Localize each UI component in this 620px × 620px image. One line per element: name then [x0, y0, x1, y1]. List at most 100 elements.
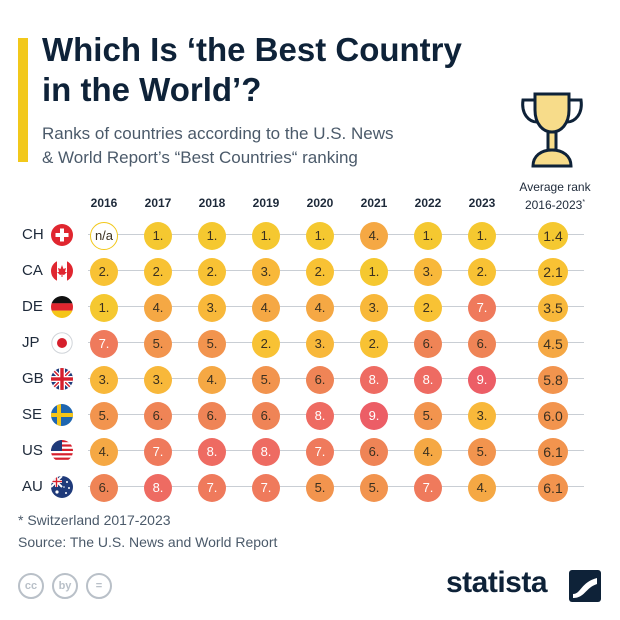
year-header-2023: 2023	[468, 196, 496, 210]
rank-dot-us-2018: 8.	[198, 438, 226, 466]
rank-dot-gb-2020: 6.	[306, 366, 334, 394]
rank-dot-se-2023: 3.	[468, 402, 496, 430]
united-kingdom-flag-icon	[51, 368, 73, 390]
rank-dot-se-2021: 9.	[360, 402, 388, 430]
chart-subtitle: Ranks of countries according to the U.S.…	[42, 122, 512, 170]
rank-dot-se-2019: 6.	[252, 402, 280, 430]
rank-dot-au-2017: 8.	[144, 474, 172, 502]
rank-dot-us-2023: 5.	[468, 438, 496, 466]
rank-dot-de-2023: 7.	[468, 294, 496, 322]
rank-dot-gb-2018: 4.	[198, 366, 226, 394]
rank-dot-jp-2019: 2.	[252, 330, 280, 358]
rank-dot-ca-2018: 2.	[198, 258, 226, 286]
row-guide-line	[88, 234, 584, 235]
rank-dot-ch-2022: 1.	[414, 222, 442, 250]
country-code: US	[22, 442, 43, 459]
rank-dot-au-2019: 7.	[252, 474, 280, 502]
row-guide-line	[88, 486, 584, 487]
germany-flag-icon	[51, 296, 73, 318]
rank-dot-de-2020: 4.	[306, 294, 334, 322]
rank-dot-au-2018: 7.	[198, 474, 226, 502]
average-rank-dot-gb: 5.8	[538, 366, 568, 394]
source-note: Source: The U.S. News and World Report	[18, 534, 278, 550]
rank-dot-ch-2023: 1.	[468, 222, 496, 250]
row-guide-line	[88, 342, 584, 343]
rank-dot-ca-2019: 3.	[252, 258, 280, 286]
rank-dot-se-2016: 5.	[90, 402, 118, 430]
country-row-se: SE 5. 6. 6. 6. 8. 9. 5. 3. 6.0	[0, 400, 620, 430]
country-code: JP	[22, 334, 40, 351]
rank-dot-gb-2021: 8.	[360, 366, 388, 394]
rank-dot-us-2017: 7.	[144, 438, 172, 466]
year-header-2016: 2016	[90, 196, 118, 210]
rank-dot-jp-2022: 6.	[414, 330, 442, 358]
country-row-au: AU 6. 8. 7. 7. 5. 5. 7. 4. 6.1	[0, 472, 620, 502]
subtitle-line-1: Ranks of countries according to the U.S.…	[42, 124, 394, 143]
average-rank-dot-us: 6.1	[538, 438, 568, 466]
year-header-2020: 2020	[306, 196, 334, 210]
year-header-2017: 2017	[144, 196, 172, 210]
country-row-de: DE 1. 4. 3. 4. 4. 3. 2. 7. 3.5	[0, 292, 620, 322]
rank-dot-de-2022: 2.	[414, 294, 442, 322]
rank-dot-ca-2022: 3.	[414, 258, 442, 286]
rank-dot-de-2019: 4.	[252, 294, 280, 322]
rank-dot-se-2022: 5.	[414, 402, 442, 430]
rank-dot-jp-2020: 3.	[306, 330, 334, 358]
rank-dot-gb-2019: 5.	[252, 366, 280, 394]
average-rank-header-line-2: 2016-2023*	[524, 198, 586, 212]
country-code: CH	[22, 226, 44, 243]
rank-dot-ca-2021: 1.	[360, 258, 388, 286]
year-header-2022: 2022	[414, 196, 442, 210]
year-header-2018: 2018	[198, 196, 226, 210]
rank-dot-us-2020: 7.	[306, 438, 334, 466]
country-code: DE	[22, 298, 43, 315]
rank-dot-jp-2016: 7.	[90, 330, 118, 358]
row-guide-line	[88, 414, 584, 415]
rank-dot-gb-2017: 3.	[144, 366, 172, 394]
title-line-1: Which Is ‘the Best Country	[42, 31, 462, 68]
country-row-ca: CA 2. 2. 2. 3. 2. 1. 3. 2. 2.1	[0, 256, 620, 286]
country-code: GB	[22, 370, 44, 387]
rank-dot-au-2020: 5.	[306, 474, 334, 502]
rank-dot-us-2022: 4.	[414, 438, 442, 466]
rank-dot-us-2016: 4.	[90, 438, 118, 466]
rank-dot-ch-2019: 1.	[252, 222, 280, 250]
license-icons: cc by =	[18, 573, 112, 599]
rank-dot-de-2016: 1.	[90, 294, 118, 322]
rank-dot-ca-2016: 2.	[90, 258, 118, 286]
rank-dot-jp-2023: 6.	[468, 330, 496, 358]
country-row-ch: CH n/a 1. 1. 1. 1. 4. 1. 1. 1.4	[0, 220, 620, 250]
attribution-icon[interactable]: by	[52, 573, 78, 599]
no-derivatives-icon[interactable]: =	[86, 573, 112, 599]
row-guide-line	[88, 378, 584, 379]
statista-logo-icon[interactable]	[569, 570, 601, 602]
rank-dot-se-2017: 6.	[144, 402, 172, 430]
average-rank-footnote-mark: *	[582, 199, 586, 206]
average-rank-dot-ca: 2.1	[538, 258, 568, 286]
average-rank-dot-ch: 1.4	[538, 222, 568, 250]
rank-dot-us-2019: 8.	[252, 438, 280, 466]
united-states-flag-icon	[51, 440, 73, 462]
rank-dot-de-2021: 3.	[360, 294, 388, 322]
average-rank-dot-au: 6.1	[538, 474, 568, 502]
country-code: CA	[22, 262, 43, 279]
rank-dot-ca-2020: 2.	[306, 258, 334, 286]
rank-dot-jp-2018: 5.	[198, 330, 226, 358]
country-row-gb: GB 3. 3. 4. 5. 6. 8. 8. 9. 5.8	[0, 364, 620, 394]
switzerland-flag-icon	[51, 224, 73, 246]
rank-dot-de-2018: 3.	[198, 294, 226, 322]
average-rank-header: Average rank 2016-2023*	[505, 180, 605, 213]
year-header-2021: 2021	[360, 196, 388, 210]
canada-flag-icon	[51, 260, 73, 282]
creative-commons-icon[interactable]: cc	[18, 573, 44, 599]
rank-dot-gb-2016: 3.	[90, 366, 118, 394]
title-accent-bar	[18, 38, 28, 162]
row-guide-line	[88, 306, 584, 307]
row-guide-line	[88, 450, 584, 451]
rank-dot-gb-2022: 8.	[414, 366, 442, 394]
average-rank-dot-de: 3.5	[538, 294, 568, 322]
japan-flag-icon	[51, 332, 73, 354]
chart-title: Which Is ‘the Best Country in the World’…	[42, 30, 542, 110]
statista-logo-text[interactable]: statista	[446, 566, 548, 599]
rank-dot-au-2022: 7.	[414, 474, 442, 502]
